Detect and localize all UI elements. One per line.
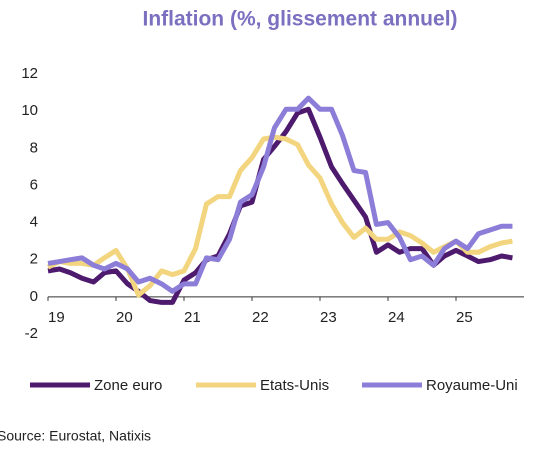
x-tick-label: 23 bbox=[320, 309, 337, 326]
y-tick-label: 6 bbox=[30, 176, 38, 193]
y-tick-label: 0 bbox=[30, 288, 38, 305]
chart-title: Inflation (%, glissement annuel) bbox=[142, 8, 457, 31]
x-tick-label: 22 bbox=[252, 309, 269, 326]
x-tick-label: 19 bbox=[48, 309, 65, 326]
x-tick-label: 24 bbox=[388, 309, 405, 326]
y-tick-label: 4 bbox=[30, 214, 38, 231]
y-tick-label: 2 bbox=[30, 251, 38, 268]
x-tick-label: 20 bbox=[116, 309, 133, 326]
legend-label: Etats-Unis bbox=[260, 377, 329, 394]
y-tick-label: 10 bbox=[21, 102, 38, 119]
legend-label: Zone euro bbox=[94, 377, 162, 394]
series-line bbox=[47, 95, 513, 294]
legend-label: Royaume-Uni bbox=[426, 377, 518, 394]
y-tick-label: 8 bbox=[30, 139, 38, 156]
x-tick-label: 25 bbox=[456, 309, 473, 326]
source: Source: Eurostat, Natixis bbox=[0, 428, 151, 444]
x-tick-label: 21 bbox=[184, 309, 201, 326]
y-tick-label: 12 bbox=[21, 65, 38, 82]
y-tick-label: -2 bbox=[25, 325, 38, 342]
